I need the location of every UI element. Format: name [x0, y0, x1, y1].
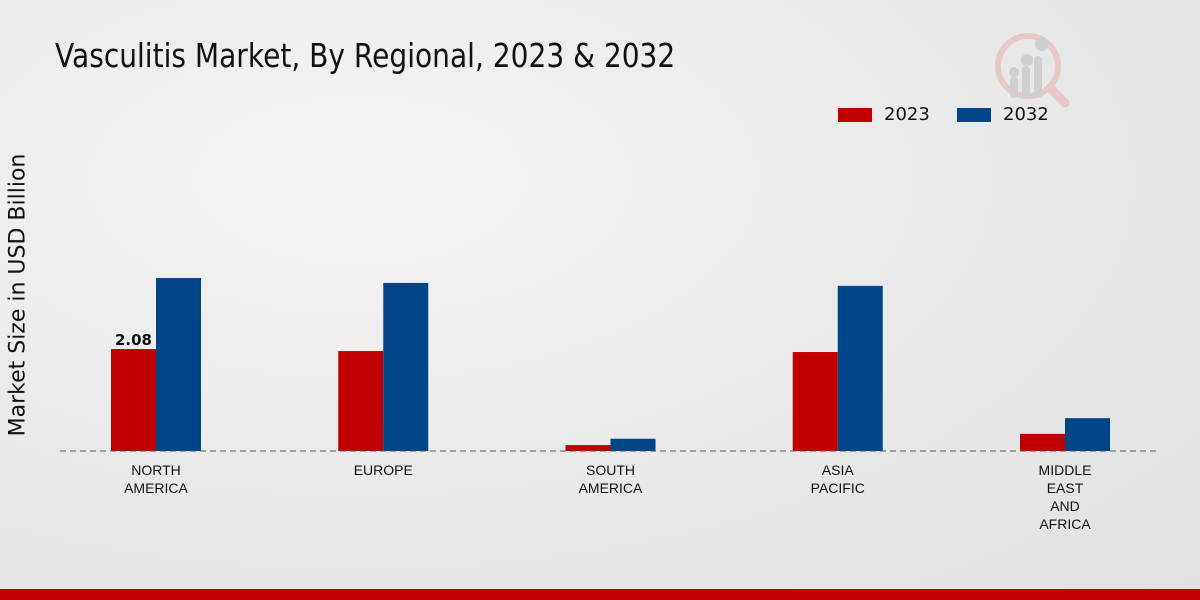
chart-title: Vasculitis Market, By Regional, 2023 & 2…	[55, 36, 676, 75]
x-tick-label: AND	[1050, 498, 1080, 514]
x-tick-label: EUROPE	[354, 462, 413, 478]
data-label: 2.08	[115, 331, 152, 349]
bottom-accent-bar	[0, 589, 1200, 600]
bar-2032-2	[610, 438, 656, 451]
bar-2032-4	[1065, 418, 1110, 451]
bar-2023-4	[1020, 433, 1065, 451]
legend-swatch-2023	[838, 107, 872, 122]
bar-2023-2	[565, 445, 611, 451]
bar-2032-1	[383, 282, 429, 451]
x-tick-label: EAST	[1047, 480, 1084, 496]
bar-2023-3	[792, 352, 838, 451]
bar-2032-3	[837, 285, 883, 451]
legend-label-2032: 2032	[1003, 104, 1049, 125]
bar-2032-0	[156, 278, 201, 451]
x-tick-label: NORTH	[131, 462, 181, 478]
x-tick-label: PACIFIC	[811, 480, 865, 496]
bar-2023-1	[338, 351, 384, 451]
legend-label-2023: 2023	[884, 104, 930, 125]
bar-2023-0	[111, 349, 156, 451]
x-tick-label: ASIA	[822, 462, 855, 478]
x-tick-label: AMERICA	[579, 480, 643, 496]
legend-item-2032: 2032	[957, 104, 1049, 125]
legend-item-2023: 2023	[838, 104, 930, 125]
legend-swatch-2032	[957, 107, 991, 122]
x-tick-label: AMERICA	[124, 480, 188, 496]
x-tick-label: MIDDLE	[1039, 462, 1092, 478]
watermark-logo-icon	[995, 33, 1070, 108]
x-tick-label: AFRICA	[1039, 516, 1091, 532]
x-tick-label: SOUTH	[586, 462, 635, 478]
